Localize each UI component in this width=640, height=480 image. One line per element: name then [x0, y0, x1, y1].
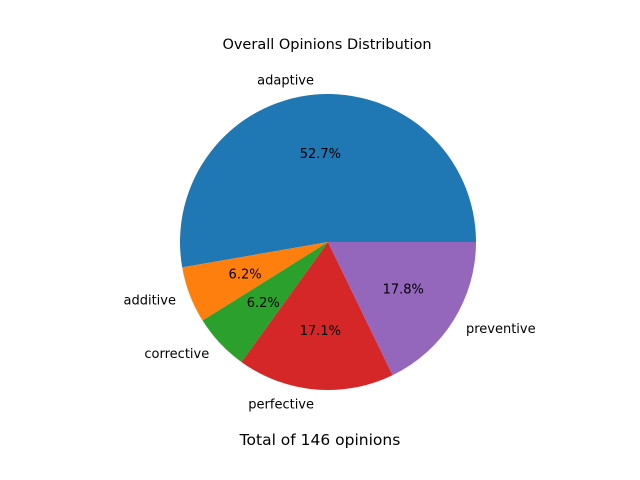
- slice-label-additive: additive: [123, 294, 175, 309]
- pie-labels: adaptive 52.7% additive 6.2% corrective 6.2% p…: [123, 73, 535, 412]
- slice-percent-corrective: 6.2%: [247, 296, 280, 311]
- pie-slice-adaptive: [180, 94, 476, 268]
- slice-label-corrective: corrective: [144, 347, 209, 362]
- pie-slices: [180, 94, 476, 391]
- chart-title: Overall Opinions Distribution: [222, 37, 431, 53]
- slice-label-adaptive: adaptive: [257, 73, 314, 88]
- pie-slice-preventive: [328, 242, 476, 376]
- pie-slice-additive: [182, 242, 328, 321]
- slice-label-perfective: perfective: [248, 398, 314, 413]
- slice-label-preventive: preventive: [466, 322, 536, 337]
- slice-percent-perfective: 17.1%: [300, 324, 341, 339]
- slice-percent-preventive: 17.8%: [383, 283, 424, 298]
- pie-slice-corrective: [202, 242, 328, 363]
- slice-percent-adaptive: 52.7%: [300, 147, 341, 162]
- pie-slice-perfective: [241, 242, 393, 391]
- chart-xlabel: Total of 146 opinions: [239, 431, 401, 449]
- slice-percent-additive: 6.2%: [229, 267, 262, 282]
